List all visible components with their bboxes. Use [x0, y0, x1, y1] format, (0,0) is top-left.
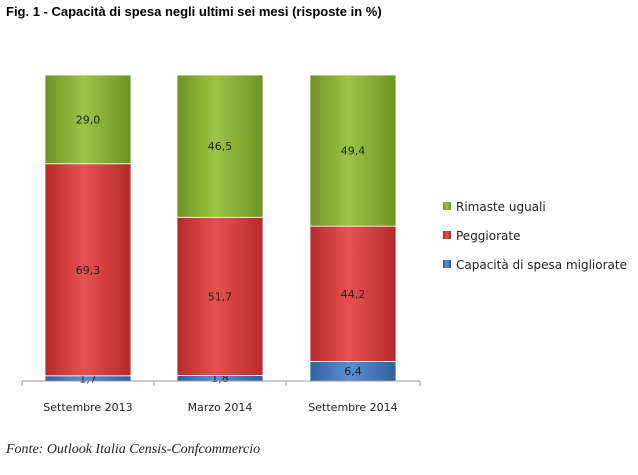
data-label: 69,3: [76, 264, 101, 277]
bar-segment-rimaste-uguali: [44, 74, 132, 165]
legend-label: Rimaste uguali: [456, 200, 546, 214]
category-label: Settembre 2013: [43, 401, 132, 414]
data-label: 44,2: [341, 288, 366, 301]
data-label: 49,4: [341, 145, 366, 158]
data-label: 6,4: [344, 365, 362, 378]
legend-swatch: [443, 260, 451, 268]
bar-segment-peggiorate: [309, 225, 397, 362]
bar-segment-rimaste-uguali: [176, 74, 264, 218]
data-label: 51,7: [208, 290, 233, 303]
legend-label: Peggiorate: [456, 229, 520, 243]
legend-label: Capacità di spesa migliorate: [456, 258, 627, 272]
category-label: Marzo 2014: [188, 401, 253, 414]
source-note: Fonte: Outlook Italia Censis-Confcommerc…: [6, 442, 261, 457]
data-label: 46,5: [208, 140, 233, 153]
bar-segment-rimaste-uguali: [309, 74, 397, 227]
bar-segment-peggiorate: [176, 216, 264, 376]
category-label: Settembre 2014: [308, 401, 397, 414]
data-label: 29,0: [76, 113, 101, 126]
bar-segment-peggiorate: [44, 163, 132, 377]
figure-title: Fig. 1 - Capacità di spesa negli ultimi …: [6, 4, 382, 19]
legend-swatch: [443, 231, 451, 239]
legend-swatch: [443, 202, 451, 210]
